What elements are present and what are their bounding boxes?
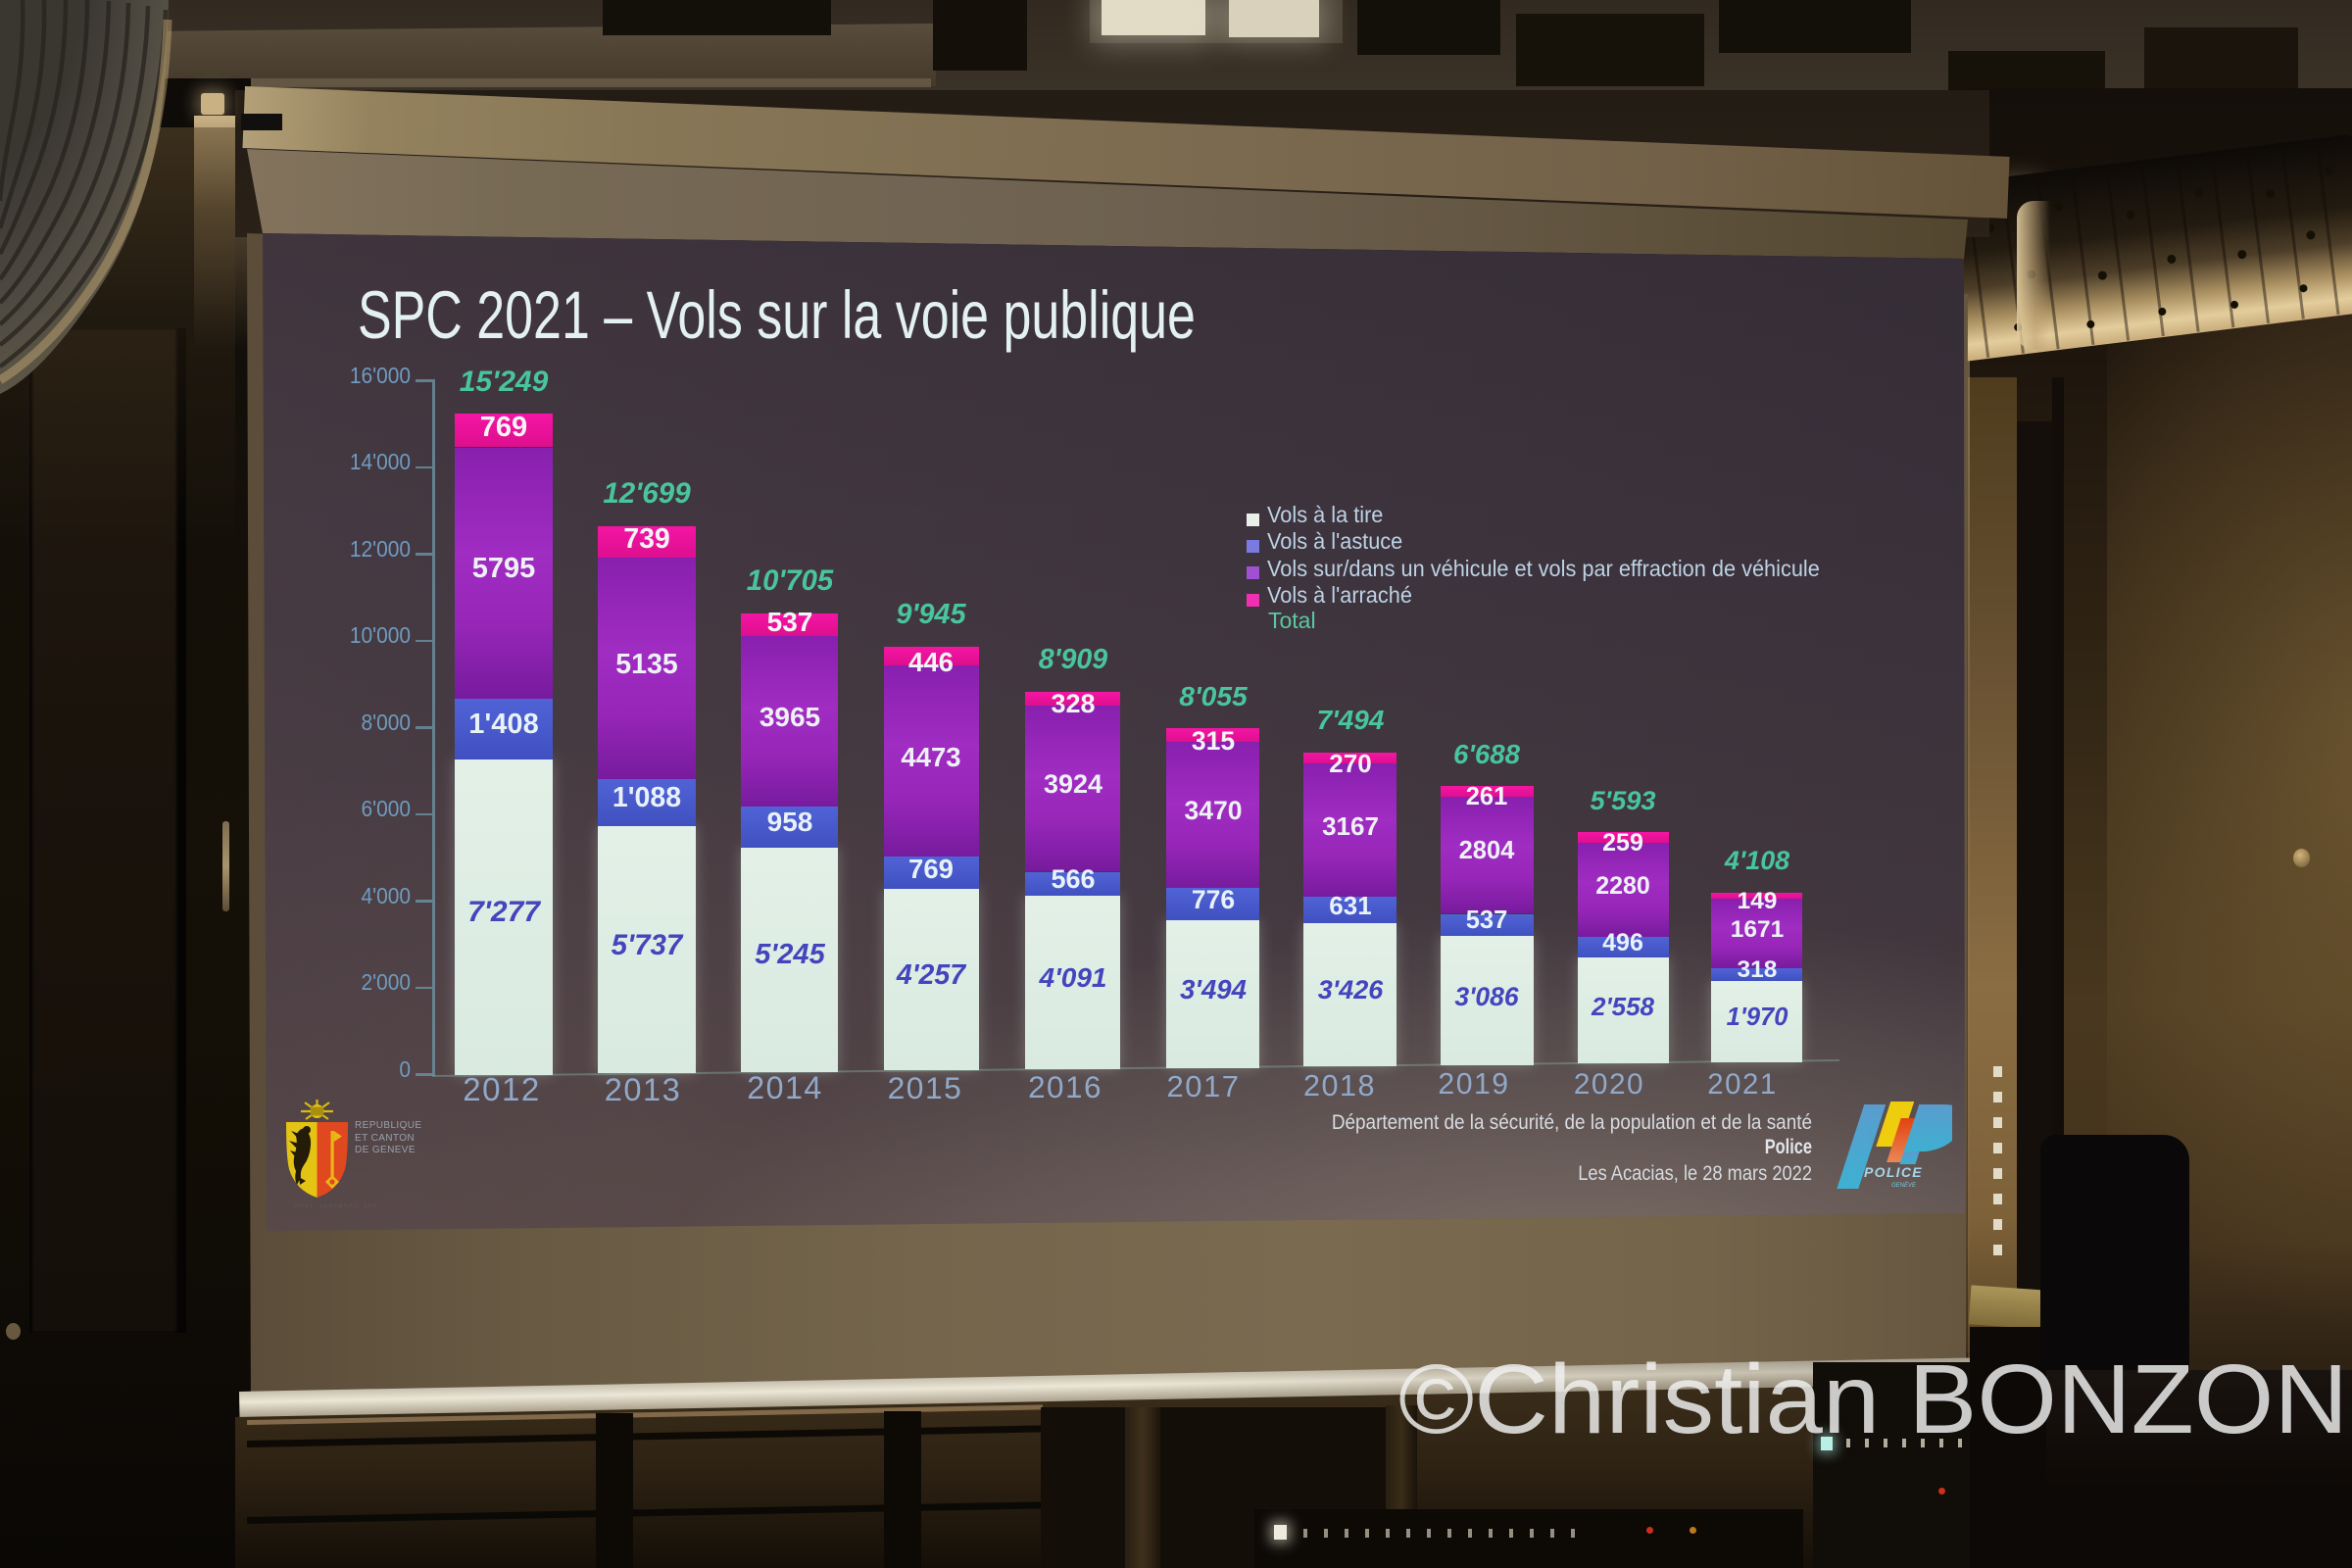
svg-text:POLICE: POLICE: [1864, 1164, 1923, 1180]
svg-text:GENÈVE: GENÈVE: [1891, 1182, 1917, 1189]
svg-text:POST TENEBRAS LUX: POST TENEBRAS LUX: [294, 1203, 378, 1209]
